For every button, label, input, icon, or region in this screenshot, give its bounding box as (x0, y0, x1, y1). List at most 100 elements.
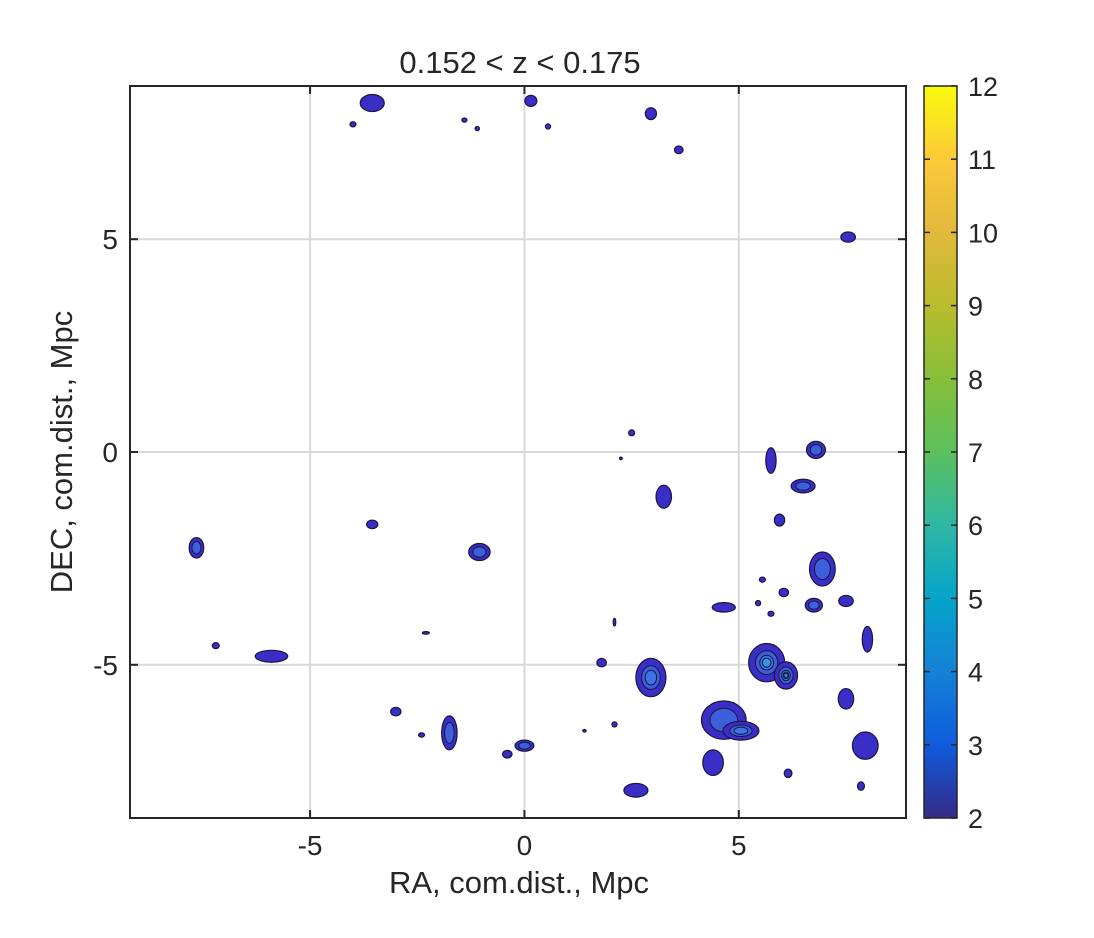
contour-level (673, 145, 684, 155)
colorbar-tick-label: 7 (968, 438, 983, 468)
contour-level (778, 587, 790, 598)
contour-level-inner (813, 557, 831, 581)
contour-blob (861, 625, 874, 653)
contour-level (421, 630, 430, 635)
contour-level-inner (761, 657, 772, 668)
colorbar-tick-label: 9 (968, 292, 983, 322)
contour-blob (655, 484, 673, 509)
contour-level-inner (808, 600, 820, 610)
contour-blob (711, 602, 736, 613)
contour-blob (461, 117, 468, 123)
contour-blob (441, 715, 458, 751)
contour-blob (767, 610, 775, 617)
contour-blob (417, 732, 426, 738)
contour-blob (804, 597, 823, 613)
contour-blob (612, 617, 617, 627)
colorbar-tick-label: 12 (968, 72, 998, 102)
contour-level (644, 107, 658, 121)
contour-level (524, 94, 538, 108)
contour-blob (623, 782, 649, 798)
contour-level (655, 484, 673, 509)
contour-blob (524, 94, 538, 108)
colorbar-ticks: 2 3 4 5 6 7 8 9 10 11 12 (924, 72, 998, 834)
contour-level (211, 642, 220, 650)
contour-blob (254, 649, 289, 663)
contour-level (474, 125, 481, 132)
contour-level (254, 649, 289, 663)
contour-level-inner (783, 672, 789, 678)
contour-level (623, 782, 649, 798)
contour-blob (754, 599, 762, 607)
contour-blob (790, 478, 816, 494)
contour-level (837, 688, 855, 710)
contour-blob (619, 456, 623, 461)
axis-ticks (130, 86, 906, 818)
contour-level (711, 602, 736, 613)
contour-blob (211, 642, 220, 650)
contour-level-inner (472, 546, 487, 558)
contour-level (544, 123, 552, 130)
contour-blob (390, 706, 402, 717)
contour-level (783, 768, 793, 779)
contour-blob (514, 739, 535, 752)
contour-level (754, 599, 762, 607)
contour-blob (773, 513, 786, 527)
contour-level (702, 749, 724, 777)
x-tick-labels: -5 0 5 (298, 830, 747, 861)
contour-level (582, 728, 587, 733)
contour-level-inner (644, 669, 658, 686)
colorbar: 2 3 4 5 6 7 8 9 10 11 12 (923, 72, 998, 834)
contour-level (856, 781, 866, 791)
contour-blob (758, 576, 766, 583)
contour-level (773, 513, 786, 527)
contour-blob (635, 657, 667, 698)
colorbar-tick-label: 11 (968, 145, 996, 175)
contour-level-inner (518, 741, 531, 750)
contour-blob (468, 542, 491, 562)
contour-level-inner (795, 481, 812, 491)
contour-level-inner (733, 726, 749, 735)
contour-blob (673, 145, 684, 155)
contour-level (596, 657, 607, 668)
contour-blob (702, 749, 724, 777)
contour-level (417, 732, 426, 738)
contour-level (611, 721, 618, 728)
x-tick-label: 0 (517, 830, 533, 861)
density-contours (188, 93, 879, 798)
contour-level (758, 576, 766, 583)
contour-blob (808, 551, 836, 587)
contour-blob (644, 107, 658, 121)
x-tick-label: 5 (731, 830, 747, 861)
contour-level (765, 447, 777, 474)
colorbar-tick-label: 2 (968, 804, 983, 834)
contour-level (861, 625, 874, 653)
y-tick-label: 0 (102, 437, 118, 468)
contour-level-inner (444, 721, 455, 744)
contour-level-inner (191, 540, 202, 555)
contour-blob (805, 440, 826, 459)
contour-blob (837, 688, 855, 710)
contour-level (628, 429, 636, 437)
contour-blob (501, 749, 513, 759)
y-tick-label: -5 (93, 650, 118, 681)
colorbar-tick-label: 10 (968, 218, 998, 248)
contour-blob (628, 429, 636, 437)
colorbar-tick-label: 5 (968, 584, 983, 614)
y-axis-label: DEC, com.dist., Mpc (44, 311, 79, 594)
contour-level (767, 610, 775, 617)
contour-level (366, 519, 379, 530)
contour-level (390, 706, 402, 717)
contour-blob (773, 661, 799, 690)
contour-blob (765, 447, 777, 474)
contour-level (851, 731, 879, 760)
contour-level (838, 594, 854, 608)
contour-blob (366, 519, 379, 530)
contour-blob (851, 731, 879, 760)
x-axis-label: RA, com.dist., Mpc (389, 865, 649, 900)
contour-level (840, 231, 857, 243)
contour-blob (474, 125, 481, 132)
contour-blob (582, 728, 587, 733)
contour-level (461, 117, 468, 123)
contour-blob (349, 121, 357, 128)
